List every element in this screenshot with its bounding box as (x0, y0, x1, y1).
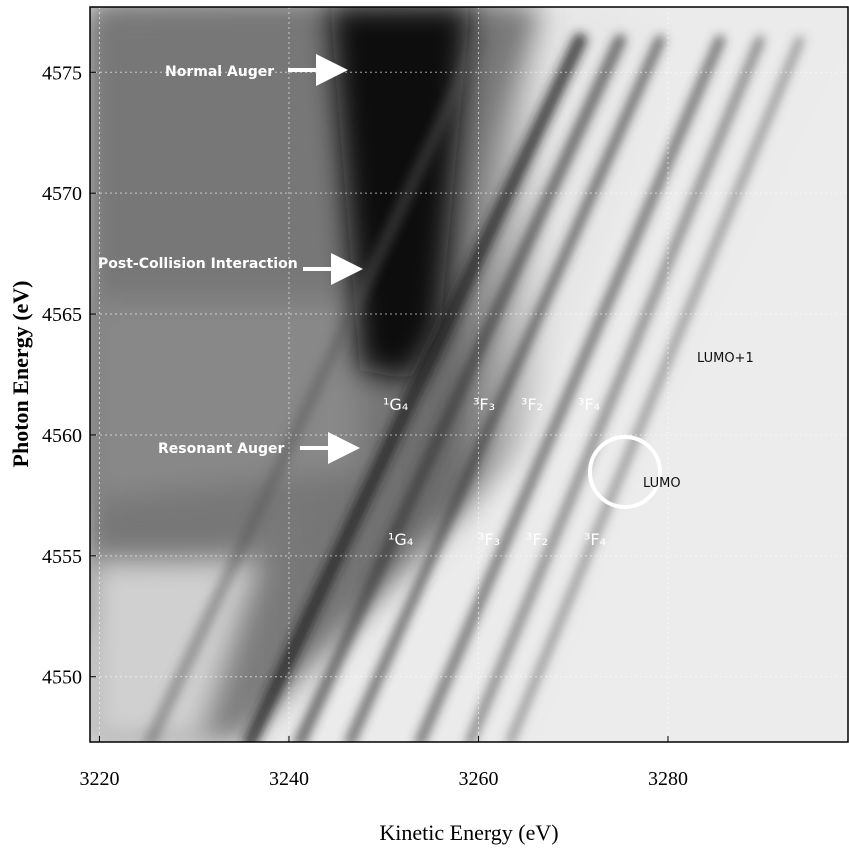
x-tick-label: 3280 (648, 768, 688, 790)
intensity-map (90, 7, 848, 742)
annotation: ³F₂ (526, 530, 548, 549)
annotation: ³F₄ (584, 530, 606, 549)
annotation: ¹G₄ (388, 530, 413, 549)
annotation: ³F₃ (473, 395, 495, 414)
y-tick-label: 4575 (42, 62, 82, 84)
x-tick-label: 3240 (269, 768, 309, 790)
y-tick-label: 4555 (42, 546, 82, 568)
y-tick-label: 4565 (42, 304, 82, 326)
y-tick-label: 4550 (42, 667, 82, 689)
x-tick-label: 3260 (458, 768, 498, 790)
x-tick-label: 3220 (79, 768, 119, 790)
annotation: LUMO+1 (697, 351, 754, 366)
annotation: ³F₄ (578, 395, 600, 414)
annotation: Resonant Auger (158, 441, 284, 457)
annotation: Normal Auger (165, 64, 274, 80)
y-axis-label: Photon Energy (eV) (8, 281, 33, 468)
lumo-circle (588, 435, 662, 509)
annotation: ³F₂ (521, 395, 543, 414)
x-axis-label: Kinetic Energy (eV) (379, 820, 558, 845)
annotation: ¹G₄ (383, 395, 408, 414)
plot-frame (89, 6, 849, 743)
annotation: ³F₃ (478, 530, 500, 549)
y-tick-label: 4570 (42, 183, 82, 205)
annotation: Post-Collision Interaction (98, 256, 298, 272)
annotation: LUMO (643, 476, 681, 491)
y-tick-label: 4560 (42, 425, 82, 447)
arrows (288, 54, 363, 464)
